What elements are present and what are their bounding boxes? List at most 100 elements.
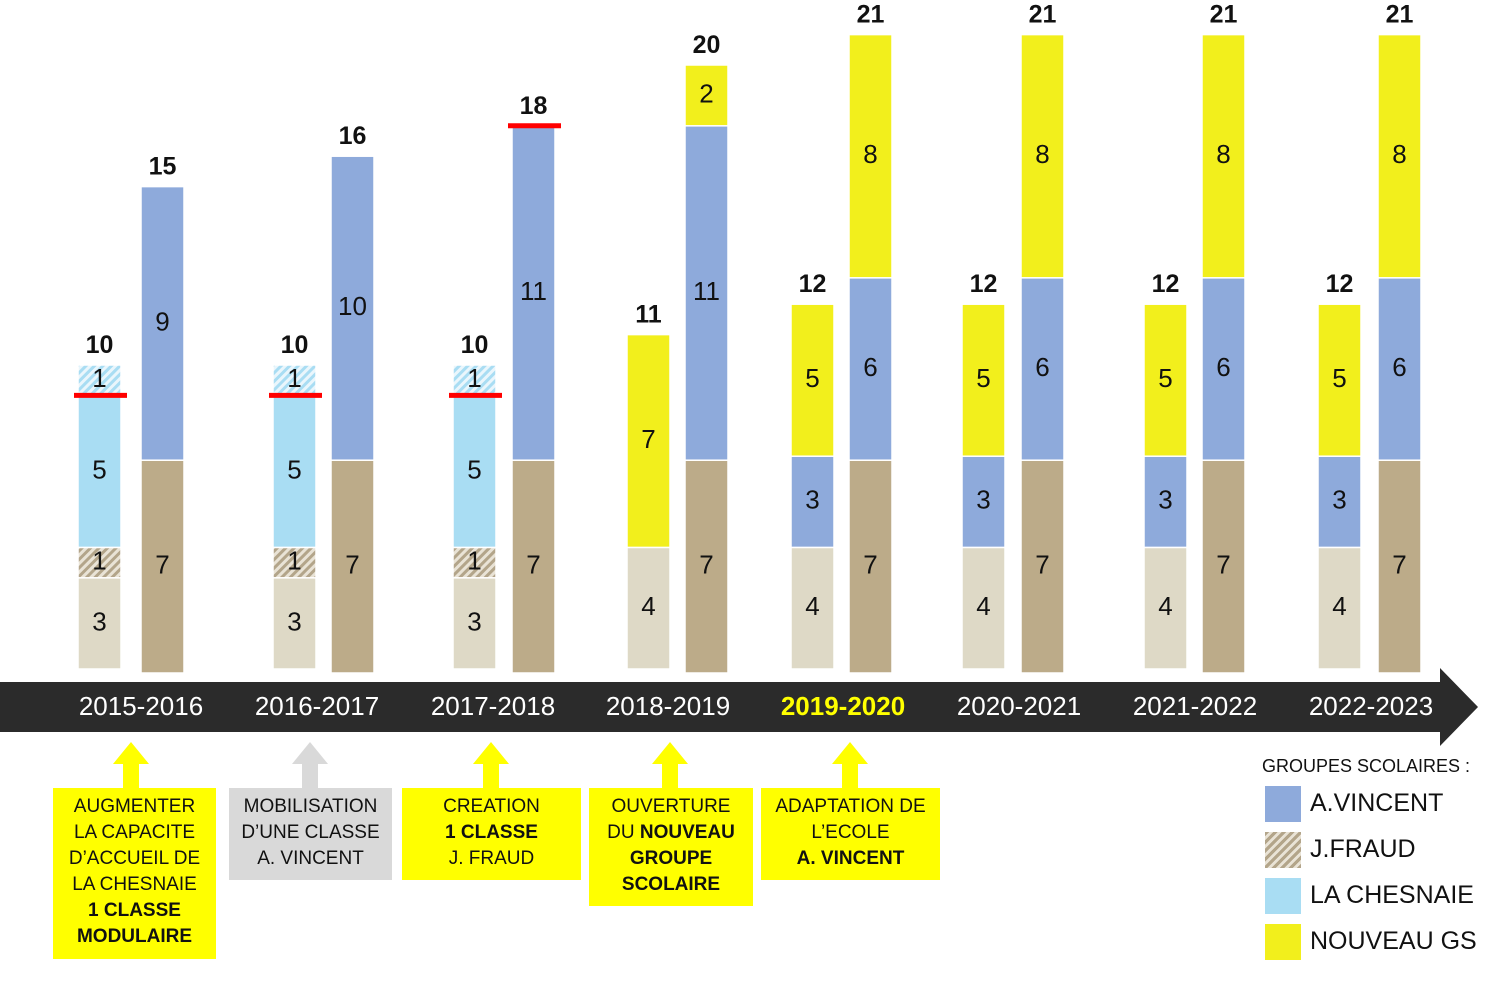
annotation-line: D’UNE CLASSE bbox=[241, 822, 380, 843]
segment-value-label: 7 bbox=[526, 549, 540, 579]
year-tick-label: 2015-2016 bbox=[79, 691, 203, 721]
annotation-line: D’ACCUEIL DE bbox=[68, 848, 201, 869]
legend-swatch-a-vincent bbox=[1265, 786, 1301, 822]
segment-value-label: 4 bbox=[1332, 591, 1346, 621]
bar-segment bbox=[1143, 303, 1188, 457]
segment-value-label: 7 bbox=[155, 549, 169, 579]
segment-value-label: 7 bbox=[1392, 549, 1406, 579]
annotation-line: A. VINCENT bbox=[796, 848, 905, 869]
up-arrow-icon bbox=[113, 742, 149, 788]
bar-total-label: 21 bbox=[1029, 1, 1057, 29]
bar-segment bbox=[272, 577, 317, 670]
bar-segment bbox=[330, 155, 375, 461]
segment-value-label: 3 bbox=[976, 485, 990, 515]
segment-value-label: 7 bbox=[1216, 549, 1230, 579]
bar-segment bbox=[961, 303, 1006, 457]
segment-value-label: 3 bbox=[287, 606, 301, 636]
annotation-box-2017-2018: CREATION 1 CLASSE J. FRAUD bbox=[402, 788, 581, 880]
annotation-line: MODULAIRE bbox=[76, 926, 193, 947]
legend-item-la-chesnaie: LA CHESNAIE bbox=[1265, 878, 1497, 916]
annotation-line: AUGMENTER bbox=[73, 796, 196, 817]
legend-swatch-nouveau-gs bbox=[1265, 924, 1301, 960]
segment-value-label: 7 bbox=[345, 549, 359, 579]
annotation-line: LA CHESNAIE bbox=[72, 874, 197, 895]
annotation-line: GROUPE bbox=[629, 848, 713, 869]
legend-swatch-j-fraud bbox=[1265, 832, 1301, 868]
annotation-line: OUVERTURE bbox=[611, 796, 731, 817]
bar-segment bbox=[77, 394, 122, 549]
bar-total-label: 12 bbox=[1152, 270, 1180, 298]
bar-segment bbox=[511, 459, 556, 674]
legend-label-la-chesnaie: LA CHESNAIE bbox=[1310, 881, 1474, 909]
year-tick-label: 2018-2019 bbox=[606, 691, 730, 721]
annotation-bold-word: NOUVEAU bbox=[639, 822, 735, 843]
legend-swatch-la-chesnaie bbox=[1265, 878, 1301, 914]
bar-segment bbox=[511, 125, 556, 461]
bar-segment bbox=[1377, 33, 1422, 279]
bar-total-label: 10 bbox=[86, 331, 114, 359]
stacked-bar-chart: 31511079152015-2016315110710162016-20173… bbox=[0, 1, 1478, 746]
legend-label-a-vincent: A.VINCENT bbox=[1310, 789, 1444, 817]
segment-value-label: 8 bbox=[863, 139, 877, 169]
bar-total-label: 21 bbox=[1386, 1, 1414, 29]
up-arrow-icon bbox=[292, 742, 328, 788]
bar-total-label: 10 bbox=[281, 331, 309, 359]
annotation-line: ADAPTATION DE bbox=[775, 796, 926, 817]
bar-segment bbox=[140, 459, 185, 674]
up-arrow-shape bbox=[113, 742, 149, 788]
segment-value-label: 6 bbox=[1216, 352, 1230, 382]
bar-segment bbox=[790, 546, 835, 670]
year-group-2017-2018: 3 1 5 1 10 7 11 18 bbox=[449, 92, 561, 674]
segment-value-label: 5 bbox=[805, 363, 819, 393]
segment-value-label: 1 bbox=[92, 545, 106, 575]
bar-total-label: 12 bbox=[970, 270, 998, 298]
bar-segment bbox=[626, 333, 671, 549]
year-tick-label: 2020-2021 bbox=[957, 691, 1081, 721]
annotation-line: LA CAPACITE bbox=[73, 822, 196, 843]
year-tick-label: 2022-2023 bbox=[1309, 691, 1433, 721]
bar-segment bbox=[790, 303, 835, 457]
bar-segment bbox=[1317, 303, 1362, 457]
segment-value-label: 5 bbox=[92, 454, 106, 484]
bar-total-label: 10 bbox=[461, 331, 489, 359]
legend-label-j-fraud: J.FRAUD bbox=[1310, 835, 1416, 863]
segment-value-label: 6 bbox=[1035, 352, 1049, 382]
annotation-line: CREATION bbox=[443, 796, 540, 817]
annotation-line: SCOLAIRE bbox=[621, 874, 721, 895]
up-arrow-icon bbox=[473, 742, 509, 788]
year-tick-label: 2017-2018 bbox=[431, 691, 555, 721]
bar-total-label: 21 bbox=[857, 1, 885, 29]
segment-value-label: 10 bbox=[338, 291, 367, 321]
segment-value-label: 4 bbox=[1158, 591, 1172, 621]
bar-total-label: 12 bbox=[1326, 270, 1354, 298]
year-group-2022-2023: 4 3 5 12 7 6 8 21 bbox=[1317, 1, 1422, 674]
bar-total-label: 21 bbox=[1210, 1, 1238, 29]
up-arrow-shape bbox=[652, 742, 688, 788]
segment-value-label: 8 bbox=[1035, 139, 1049, 169]
annotation-box-2018-2019: OUVERTURE DU NOUVEAU GROUPE SCOLAIRE bbox=[589, 788, 753, 906]
segment-value-label: 11 bbox=[520, 276, 547, 306]
bar-segment bbox=[1143, 546, 1188, 670]
segment-value-label: 8 bbox=[1216, 139, 1230, 169]
segment-value-label: 9 bbox=[155, 306, 169, 336]
segment-value-label: 6 bbox=[863, 352, 877, 382]
segment-value-label: 5 bbox=[1158, 363, 1172, 393]
bar-segment bbox=[1201, 33, 1246, 279]
segment-value-label: 5 bbox=[467, 454, 481, 484]
bar-segment bbox=[1201, 277, 1246, 461]
segment-value-label: 2 bbox=[699, 78, 713, 108]
bar-segment bbox=[1317, 455, 1362, 549]
annotation-line: 1 CLASSE bbox=[445, 822, 538, 843]
annotation-line: MOBILISATION bbox=[243, 796, 378, 817]
up-arrow-shape bbox=[832, 742, 868, 788]
annotation-line: A. VINCENT bbox=[257, 848, 364, 869]
segment-value-label: 4 bbox=[805, 591, 819, 621]
bar-total-label: 11 bbox=[635, 301, 662, 329]
segment-value-label: 3 bbox=[805, 485, 819, 515]
segment-value-label: 11 bbox=[693, 276, 720, 306]
segment-value-label: 5 bbox=[976, 363, 990, 393]
segment-value-label: 3 bbox=[1332, 485, 1346, 515]
bar-segment bbox=[848, 277, 893, 461]
segment-value-label: 7 bbox=[863, 549, 877, 579]
